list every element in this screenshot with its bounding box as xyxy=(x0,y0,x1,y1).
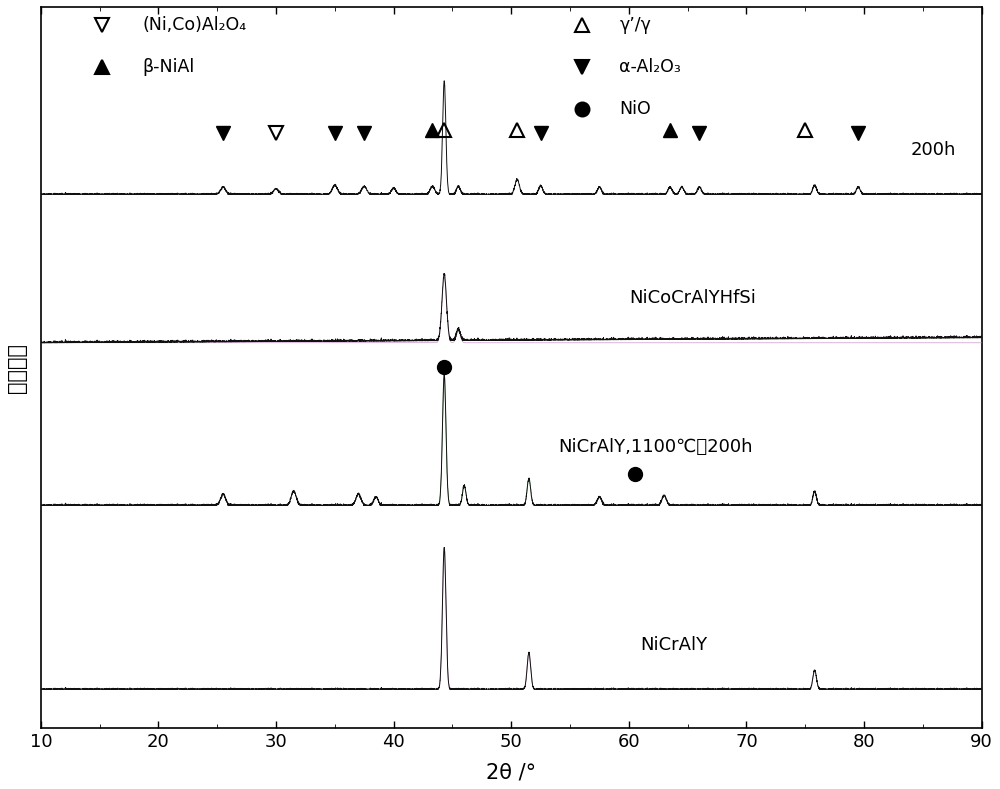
Text: NiCoCrAlYHfSi: NiCoCrAlYHfSi xyxy=(629,290,756,308)
Text: α-Al₂O₃: α-Al₂O₃ xyxy=(619,58,681,76)
Y-axis label: 相对强度: 相对强度 xyxy=(7,342,27,392)
Text: NiO: NiO xyxy=(619,99,651,118)
Text: NiCrAlY,1100℃，200h: NiCrAlY,1100℃，200h xyxy=(558,438,753,456)
Text: γ’/γ: γ’/γ xyxy=(619,16,651,34)
Text: NiCrAlY: NiCrAlY xyxy=(641,636,708,654)
Text: β-NiAl: β-NiAl xyxy=(142,58,195,76)
X-axis label: 2θ /°: 2θ /° xyxy=(486,762,536,782)
Text: 200h: 200h xyxy=(911,141,956,159)
Text: (Ni,Co)Al₂O₄: (Ni,Co)Al₂O₄ xyxy=(142,16,247,34)
